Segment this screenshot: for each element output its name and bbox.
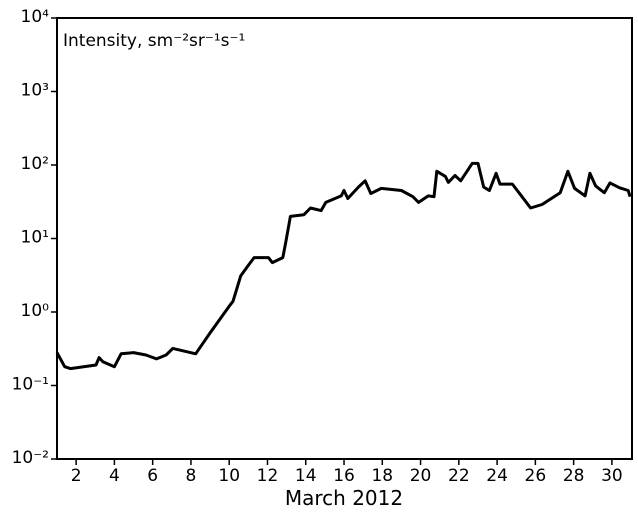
x-tick-label: 24 <box>486 466 508 486</box>
x-tick-label: 8 <box>186 466 197 486</box>
x-tick-label: 10 <box>218 466 240 486</box>
x-tick-label: 16 <box>333 466 355 486</box>
y-tick-label: 10² <box>21 154 49 174</box>
y-tick-label: 10³ <box>21 81 49 101</box>
data-line <box>55 161 632 371</box>
x-tick-label: 28 <box>563 466 585 486</box>
x-tick-label: 6 <box>147 466 158 486</box>
y-tick-label: 10⁴ <box>21 7 50 27</box>
y-tick-label: 10⁻² <box>12 448 49 468</box>
chart-title: Intensity, sm⁻²sr⁻¹s⁻¹ <box>63 31 245 51</box>
x-tick-label: 12 <box>257 466 279 486</box>
y-tick-label: 10⁻¹ <box>12 375 49 395</box>
x-axis-label: March 2012 <box>285 486 403 510</box>
x-tick-label: 4 <box>109 466 120 486</box>
x-tick-label: 20 <box>410 466 432 486</box>
x-tick-label: 22 <box>448 466 470 486</box>
plot-frame <box>56 17 633 460</box>
x-tick-label: 2 <box>71 466 82 486</box>
y-tick-label: 10¹ <box>21 228 49 248</box>
x-tick-label: 14 <box>295 466 317 486</box>
x-tick-label: 18 <box>371 466 393 486</box>
y-tick-label: 10⁰ <box>21 301 50 321</box>
x-tick-label: 26 <box>525 466 547 486</box>
x-tick-label: 30 <box>601 466 623 486</box>
